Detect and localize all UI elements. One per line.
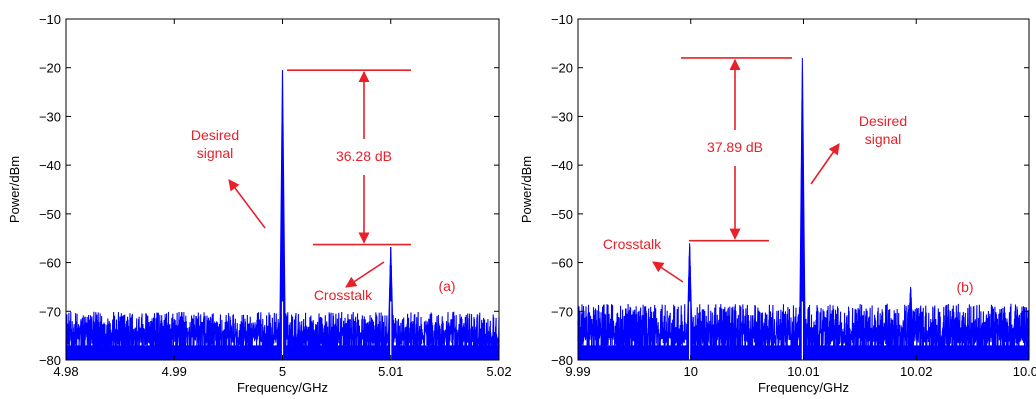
y-tick-label: −80 <box>551 353 573 368</box>
desired-signal-label: Desired signal <box>191 127 239 161</box>
y-tick-label: −60 <box>551 256 573 271</box>
chart-panel-a: 4.98 4.99 5 5.01 5.02 −80 −70 −60 −50 −40 −30 −20 −1… <box>7 12 512 395</box>
difference-label: 37.89 dB <box>707 139 763 155</box>
crosstalk-arrow <box>652 261 684 283</box>
difference-label: 36.28 dB <box>336 148 392 164</box>
desired-signal-arrow <box>228 179 266 229</box>
desired-signal-arrow <box>810 143 840 185</box>
y-tick-label: −80 <box>39 353 61 368</box>
crosstalk-label: Crosstalk <box>603 236 662 252</box>
panel-label: (a) <box>438 278 455 294</box>
y-tick-label: −60 <box>39 256 61 271</box>
y-tick-label: −20 <box>551 61 573 76</box>
x-tick-label: 5.01 <box>378 364 403 379</box>
y-axis-label: Power/dBm <box>519 156 534 223</box>
x-axis-label: Frequency/GHz <box>237 380 328 395</box>
y-tick-label: −50 <box>39 207 61 222</box>
chart-panel-b: 9.99 10 10.01 10.02 10.03 −80 −70 −60 −50 −40 −30 −… <box>519 12 1036 395</box>
x-tick-label: 4.99 <box>162 364 187 379</box>
y-tick-label: −20 <box>39 61 61 76</box>
y-axis-label: Power/dBm <box>7 156 22 223</box>
x-tick-label: 5.02 <box>486 364 511 379</box>
y-tick-label: −40 <box>39 158 61 173</box>
x-tick-label: 5 <box>279 364 286 379</box>
y-tick-label: −10 <box>551 12 573 27</box>
crosstalk-label: Crosstalk <box>314 287 373 303</box>
x-tick-label: 10.01 <box>787 364 820 379</box>
y-tick-label: −10 <box>39 12 61 27</box>
desired-signal-label: Desired signal <box>859 113 907 147</box>
desired-signal-line: signal <box>865 131 902 147</box>
x-tick-label: 10.02 <box>900 364 933 379</box>
crosstalk-arrow <box>345 261 385 288</box>
x-tick-label: 9.99 <box>565 364 590 379</box>
desired-signal-line: Desired <box>191 127 239 143</box>
panel-label: (b) <box>956 279 973 295</box>
y-tick-label: −50 <box>551 207 573 222</box>
y-tick-label: −40 <box>551 158 573 173</box>
x-tick-label: 4.98 <box>53 364 78 379</box>
desired-signal-line: signal <box>197 145 234 161</box>
desired-signal-line: Desired <box>859 113 907 129</box>
x-tick-label: 10 <box>684 364 698 379</box>
x-tick-label: 10.03 <box>1013 364 1036 379</box>
y-tick-label: −70 <box>39 304 61 319</box>
y-tick-label: −70 <box>551 304 573 319</box>
y-tick-label: −30 <box>39 109 61 124</box>
y-tick-label: −30 <box>551 109 573 124</box>
x-axis-label: Frequency/GHz <box>758 380 849 395</box>
